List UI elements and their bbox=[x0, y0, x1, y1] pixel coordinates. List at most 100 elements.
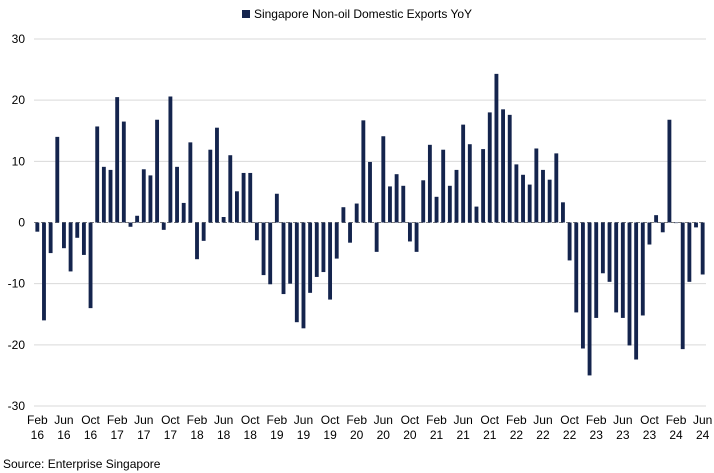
x-tick-label: Oct bbox=[480, 413, 499, 427]
bar bbox=[88, 222, 93, 309]
x-tick-label: Feb bbox=[267, 413, 288, 427]
x-tick-label: Oct bbox=[640, 413, 659, 427]
bar bbox=[461, 124, 466, 223]
bar bbox=[640, 222, 645, 316]
bar bbox=[454, 169, 459, 223]
bar bbox=[494, 73, 499, 223]
y-tick-label: 30 bbox=[12, 32, 26, 46]
bar bbox=[580, 222, 585, 349]
bar bbox=[161, 222, 166, 230]
y-tick-label: -10 bbox=[8, 277, 26, 291]
x-tick-label: Oct bbox=[241, 413, 260, 427]
x-tick-label: Jun bbox=[533, 413, 552, 427]
bar bbox=[148, 175, 153, 223]
bar bbox=[341, 207, 346, 223]
x-tick-label: 20 bbox=[350, 428, 364, 442]
x-tick-label: 18 bbox=[217, 428, 231, 442]
bar bbox=[567, 222, 572, 261]
legend-swatch bbox=[241, 10, 250, 18]
bar bbox=[62, 222, 66, 249]
x-tick-label: 17 bbox=[110, 428, 124, 442]
bar bbox=[168, 96, 173, 223]
bar bbox=[574, 222, 579, 313]
bar bbox=[288, 222, 293, 284]
x-tick-label: 24 bbox=[669, 428, 683, 442]
x-tick-label: 21 bbox=[483, 428, 497, 442]
x-tick-label: 16 bbox=[31, 428, 45, 442]
bar bbox=[128, 222, 133, 227]
bar bbox=[481, 149, 486, 223]
x-tick-label: Feb bbox=[666, 413, 687, 427]
bar bbox=[321, 222, 326, 273]
bar bbox=[155, 119, 160, 223]
bar bbox=[594, 222, 599, 318]
bar bbox=[354, 203, 359, 223]
x-tick-label: 21 bbox=[456, 428, 470, 442]
x-tick-label: Oct bbox=[560, 413, 579, 427]
bar bbox=[254, 222, 259, 241]
bar bbox=[261, 222, 266, 276]
bar bbox=[394, 174, 399, 223]
legend: Singapore Non-oil Domestic Exports YoY bbox=[0, 7, 714, 21]
x-tick-label: 23 bbox=[643, 428, 657, 442]
bar bbox=[42, 222, 46, 321]
x-tick-label: 24 bbox=[696, 428, 710, 442]
x-tick-label: Feb bbox=[107, 413, 128, 427]
bar bbox=[195, 222, 199, 260]
bar bbox=[68, 222, 73, 272]
x-tick-label: 21 bbox=[430, 428, 444, 442]
bar bbox=[294, 222, 299, 323]
bar bbox=[281, 222, 286, 295]
x-tick-label: 19 bbox=[297, 428, 311, 442]
bar bbox=[434, 196, 439, 223]
bar bbox=[274, 193, 279, 223]
x-tick-label: 16 bbox=[84, 428, 98, 442]
x-tick-label: Oct bbox=[401, 413, 420, 427]
x-tick-label: Oct bbox=[321, 413, 340, 427]
x-tick-label: 18 bbox=[190, 428, 204, 442]
bar bbox=[421, 180, 426, 223]
bar bbox=[694, 222, 698, 228]
x-tick-label: Feb bbox=[27, 413, 48, 427]
x-tick-label: Jun bbox=[54, 413, 73, 427]
x-tick-label: 19 bbox=[270, 428, 284, 442]
bar bbox=[660, 222, 665, 233]
bar bbox=[527, 184, 532, 223]
bar bbox=[501, 109, 505, 223]
bar bbox=[268, 222, 273, 285]
bar bbox=[561, 202, 565, 223]
x-tick-label: 23 bbox=[616, 428, 630, 442]
bar bbox=[188, 142, 193, 223]
bar bbox=[467, 144, 472, 223]
bar bbox=[587, 222, 592, 376]
bar bbox=[687, 222, 692, 282]
x-tick-label: Feb bbox=[187, 413, 208, 427]
bar bbox=[115, 97, 120, 223]
bar bbox=[55, 136, 60, 223]
bar bbox=[447, 185, 452, 223]
x-tick-label: Feb bbox=[586, 413, 607, 427]
bar bbox=[108, 169, 113, 223]
y-tick-label: 10 bbox=[12, 154, 26, 168]
bar bbox=[348, 222, 352, 243]
bar bbox=[374, 222, 379, 252]
x-tick-label: 22 bbox=[510, 428, 524, 442]
bar bbox=[75, 222, 80, 238]
bar bbox=[627, 222, 632, 346]
bar bbox=[381, 136, 386, 223]
x-tick-label: Oct bbox=[161, 413, 180, 427]
bar bbox=[328, 222, 333, 300]
bar bbox=[674, 222, 678, 224]
x-tick-label: Jun bbox=[374, 413, 393, 427]
bar bbox=[221, 217, 226, 223]
x-tick-label: 20 bbox=[377, 428, 391, 442]
bar bbox=[248, 172, 253, 223]
x-tick-label: Jun bbox=[294, 413, 313, 427]
bar bbox=[700, 222, 705, 275]
bar bbox=[667, 119, 672, 223]
x-tick-label: Feb bbox=[426, 413, 447, 427]
bar bbox=[201, 222, 206, 241]
bar bbox=[614, 222, 619, 313]
x-tick-label: Oct bbox=[81, 413, 100, 427]
